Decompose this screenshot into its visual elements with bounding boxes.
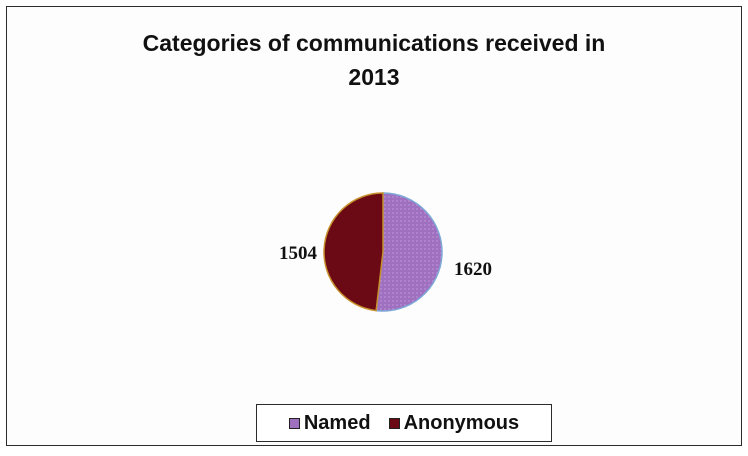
chart-title-line-1: Categories of communications received in	[142, 30, 606, 56]
legend-swatch-named	[288, 417, 300, 429]
data-label-anonymous: 1504	[279, 243, 318, 264]
legend-item-named: Named	[288, 411, 371, 435]
data-label-named: 1620	[454, 259, 492, 280]
pie-slice-named	[375, 192, 443, 312]
legend-item-anonymous: Anonymous	[388, 411, 520, 435]
legend-label-named: Named	[303, 411, 371, 434]
chart-legend: Named Anonymous	[256, 404, 552, 442]
chart-title: Categories of communications received in…	[0, 26, 748, 94]
pie-slice-anonymous	[323, 192, 384, 312]
chart-title-line-2: 2013	[348, 64, 400, 90]
legend-label-anonymous: Anonymous	[403, 411, 520, 434]
legend-swatch-anonymous	[388, 417, 400, 429]
